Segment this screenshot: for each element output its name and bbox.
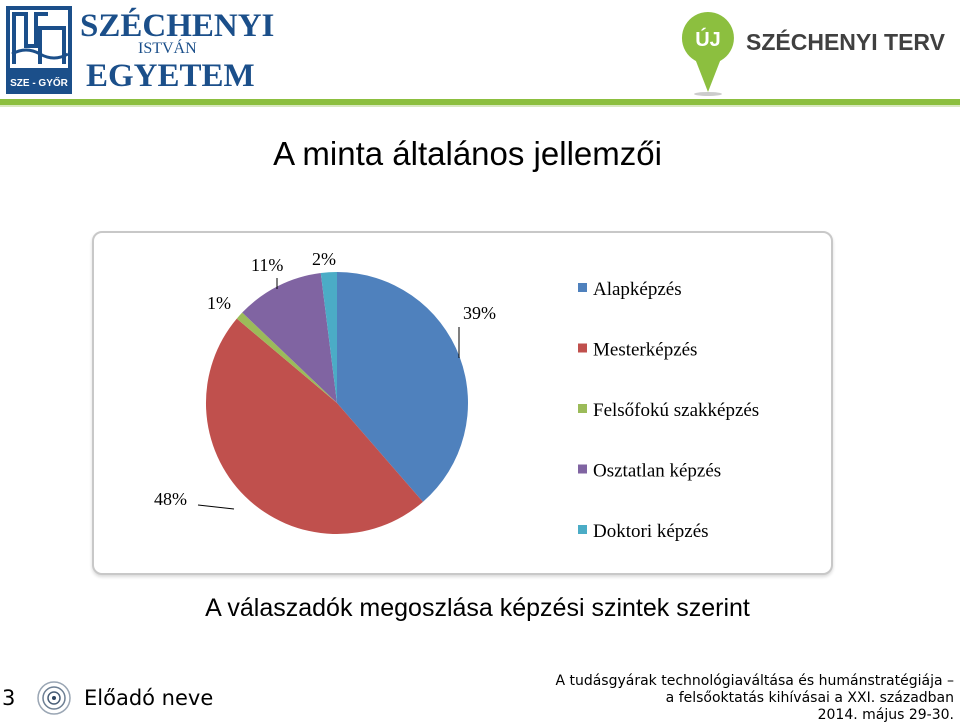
pie-chart: 39% 48% 1% 11% 2% Alapképzés Mesterképzés Felső…: [154, 249, 759, 542]
logo-terv-text: SZÉCHENYI TERV: [746, 28, 946, 55]
data-label-alapkepzes: 39%: [463, 303, 496, 323]
footer-event-info: A tudásgyárak technológiaváltása és humá…: [555, 673, 954, 724]
legend-swatch-mesterkepzes: [578, 343, 587, 353]
logo-line2: ISTVÁN: [138, 38, 197, 57]
legend-swatch-alapkepzes: [578, 283, 587, 292]
data-label-doktori-kepzes: 2%: [312, 249, 336, 269]
szechenyi-istvan-egyetem-logo: SZE - GYŐR SZÉCHENYI ISTVÁN EGYETEM: [6, 6, 274, 94]
pie-slice-felsofoku-szakkepzes: [236, 312, 337, 403]
footer-line1: A tudásgyárak technológiaváltása és humá…: [555, 673, 954, 689]
legend-label-mesterkepzes: Mesterképzés: [593, 340, 697, 361]
pie-slice-mesterkepzes: [205, 318, 423, 535]
legend-label-osztatlan-kepzes: Osztatlan képzés: [593, 461, 721, 482]
legend-swatch-doktori-kepzes: [578, 525, 587, 534]
logo-uj-text: ÚJ: [695, 27, 721, 51]
data-label-felsofoku-szakkepzes: 1%: [207, 293, 231, 313]
slide-title: A minta általános jellemzői: [273, 135, 662, 172]
leader-line-mesterkepzes: [197, 504, 235, 510]
pie-slice-osztatlan-kepzes: [242, 273, 337, 403]
pie-slice-doktori-kepzes: [320, 272, 337, 403]
legend-label-felsofoku-szakkepzes: Felsőfokú szakképzés: [593, 400, 759, 421]
logo-badge-text: SZE - GYŐR: [10, 76, 69, 89]
page-number: 3: [2, 686, 16, 710]
legend-label-alapkepzes: Alapképzés: [593, 279, 682, 300]
logo-line1: SZÉCHENYI: [80, 7, 274, 44]
legend-label-doktori-kepzes: Doktori képzés: [593, 521, 709, 542]
pie-slice-alapkepzes: [337, 272, 469, 502]
chart-frame: 39% 48% 1% 11% 2% Alapképzés Mesterképzés Felső…: [92, 231, 833, 575]
logo-line3: EGYETEM: [86, 58, 255, 94]
spiral-icon: [37, 681, 71, 715]
data-label-mesterkepzes: 48%: [154, 489, 187, 509]
chart-caption: A válaszadók megoszlása képzési szintek …: [0, 594, 960, 623]
uj-szechenyi-terv-logo: ÚJ SZÉCHENYI TERV: [681, 12, 946, 96]
footer-line3: 2014. május 29-30.: [817, 707, 954, 723]
legend-swatch-osztatlan-kepzes: [578, 464, 587, 474]
footer-line2: a felsőoktatás kihívásai a XXI. századba…: [665, 690, 954, 706]
legend-swatch-felsofoku-szakkepzes: [578, 404, 587, 413]
data-label-osztatlan-kepzes: 11%: [251, 255, 283, 275]
chart-caption-text: A válaszadók megoszlása képzési szintek …: [205, 594, 750, 622]
presenter-name: Előadó neve: [84, 686, 214, 710]
header-divider-light: [0, 105, 960, 107]
header-divider: [0, 99, 960, 105]
